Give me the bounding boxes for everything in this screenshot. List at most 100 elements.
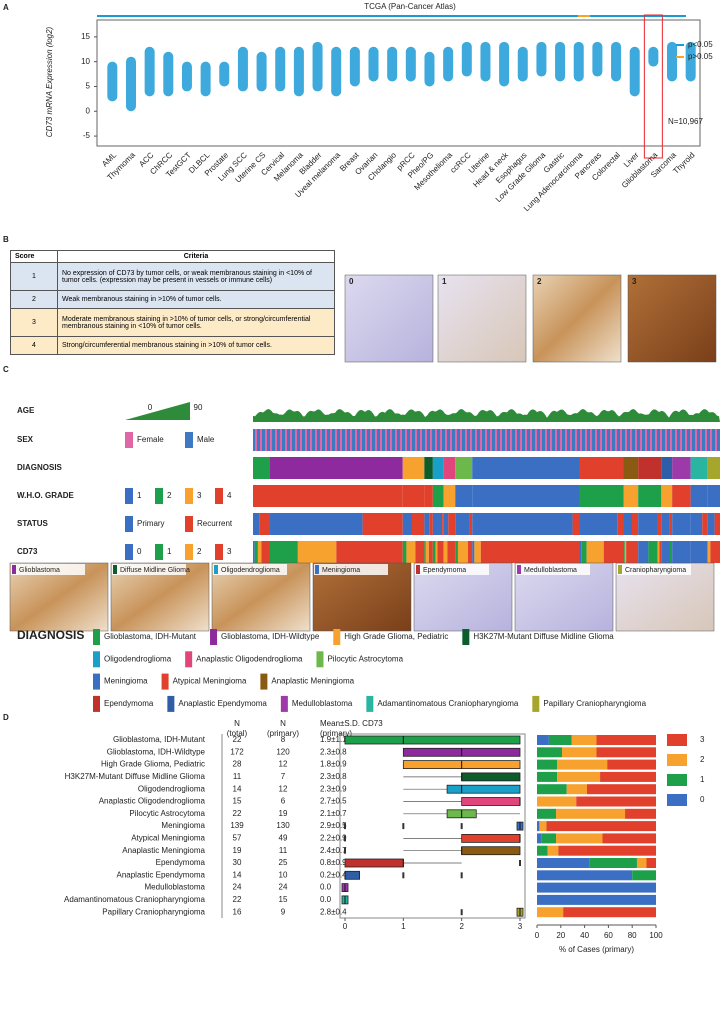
x-tick-label: 80 — [628, 931, 637, 940]
column-header: (primary) — [267, 729, 299, 738]
outlier — [402, 872, 405, 879]
legend-swatch — [280, 695, 288, 712]
grade-segment — [672, 485, 691, 507]
outlier — [460, 909, 463, 916]
status-recurrent — [617, 513, 624, 535]
cell: Moderate membranous staining in >10% of … — [57, 308, 335, 337]
ihc-image — [532, 274, 622, 363]
n-total: 19 — [233, 846, 242, 855]
mean-label: 2.3±0.8 — [320, 772, 347, 781]
legend-swatch — [667, 774, 687, 786]
legend-label: Adamantinomatous Craniopharyngioma — [377, 699, 519, 708]
cd73-segment — [425, 541, 429, 563]
age-legend-wedge — [125, 402, 190, 420]
n-total: 139 — [230, 821, 244, 830]
legend-swatch — [155, 488, 163, 504]
box — [461, 772, 521, 782]
row-label: Atypical Meningioma — [131, 834, 205, 843]
strip — [461, 41, 472, 77]
legend-swatch — [185, 488, 193, 504]
image-label: 3 — [632, 277, 637, 286]
cell: Strong/circumferential membranous staini… — [57, 336, 335, 355]
legend-swatch — [185, 651, 193, 668]
grade-segment — [443, 485, 456, 507]
bar-segment — [607, 759, 656, 770]
cd73-segment — [435, 541, 438, 563]
legend-swatch — [155, 544, 163, 560]
cd73-segment — [657, 541, 660, 563]
n-total: 28 — [233, 760, 242, 769]
diagnosis-segment — [432, 457, 444, 479]
image-label-bg — [516, 564, 590, 575]
cell: 3 — [10, 308, 58, 337]
grade-segment — [455, 485, 473, 507]
strip — [293, 46, 304, 97]
column-header: (total) — [227, 729, 248, 738]
row-label: Glioblastoma, IDH-Mutant — [113, 735, 206, 744]
strip — [424, 51, 435, 87]
x-tick-label: 3 — [518, 922, 523, 931]
cd73-segment — [626, 541, 639, 563]
cd73-segment — [457, 541, 468, 563]
n-primary: 15 — [279, 895, 288, 904]
strip — [648, 46, 659, 67]
strip — [275, 46, 286, 92]
cell: 2 — [10, 290, 58, 309]
legend-swatch — [185, 432, 193, 448]
strip — [499, 41, 510, 87]
box — [344, 870, 360, 880]
legend-swatch — [185, 544, 193, 560]
column-header: (primary) — [320, 729, 352, 738]
cd73-segment — [474, 541, 481, 563]
bar-segment — [537, 845, 548, 856]
status-primary — [455, 513, 470, 535]
bar-segment — [557, 759, 608, 770]
diagnosis-segment — [443, 457, 456, 479]
bar-segment — [537, 858, 590, 868]
image-swatch — [12, 565, 16, 574]
diagnosis-segment — [472, 457, 580, 479]
legend-title: DIAGNOSIS — [17, 628, 84, 642]
legend-swatch — [125, 432, 133, 448]
strip — [125, 56, 136, 112]
outlier — [344, 823, 346, 830]
image-swatch — [113, 565, 117, 574]
legend-label: Male — [197, 435, 215, 444]
cd73-segment — [672, 541, 691, 563]
box — [461, 797, 521, 806]
cd73-segment — [648, 541, 658, 563]
legend-label: Primary — [137, 519, 165, 528]
n-primary: 10 — [279, 870, 288, 879]
strip — [200, 61, 211, 97]
n-total: 172 — [230, 747, 244, 756]
strip — [517, 46, 528, 82]
legend-swatch — [667, 734, 687, 746]
status-recurrent — [259, 513, 270, 535]
n-total: 24 — [233, 883, 242, 892]
image-label: Ependymoma — [423, 567, 466, 574]
x-tick-label: 0 — [343, 922, 348, 931]
column-header: N — [280, 719, 286, 728]
track-label: DIAGNOSIS — [17, 463, 63, 472]
grade-segment — [661, 485, 673, 507]
legend-swatch — [210, 629, 218, 645]
cd73-segment — [707, 541, 711, 563]
status-primary — [623, 513, 633, 535]
cd73-segment — [623, 541, 625, 563]
panel-label: A — [3, 3, 9, 12]
cd73-segment — [261, 541, 270, 563]
legend-label: p>0.05 — [688, 52, 713, 61]
y-tick-label: 5 — [86, 82, 91, 91]
bar-segment — [537, 808, 557, 819]
bar-segment — [537, 833, 542, 844]
cd73-segment — [437, 541, 444, 563]
legend-label: 2 — [197, 547, 202, 556]
n-total: 14 — [233, 870, 242, 879]
strip — [611, 41, 622, 82]
status-primary — [402, 513, 413, 535]
legend-label: Anaplastic Meningioma — [271, 677, 354, 686]
image-label: 1 — [442, 277, 447, 286]
table-row: 3 Moderate membranous staining in >10% of… — [10, 308, 335, 337]
n-primary: 12 — [279, 760, 288, 769]
bar-segment — [596, 747, 656, 758]
